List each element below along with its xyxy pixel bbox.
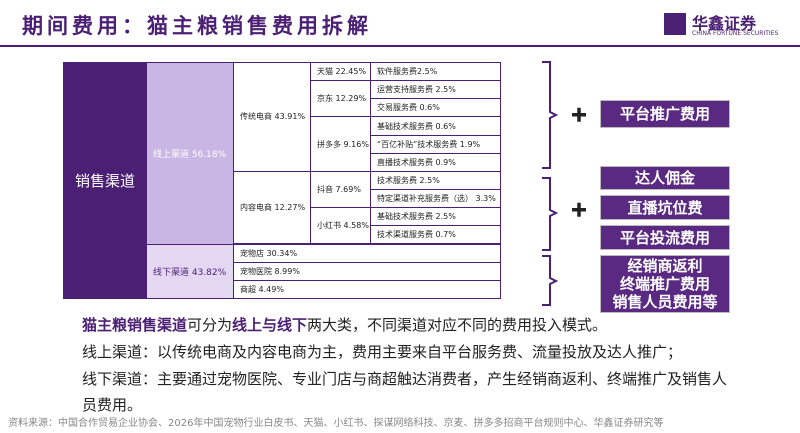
logo-name: 华鑫证券 bbox=[692, 14, 757, 33]
paragraph: 猫主粮销售渠道可分为线上与线下两大类，不同渠道对应不同的费用投入模式。 bbox=[82, 312, 732, 338]
logo-icon bbox=[664, 13, 686, 35]
text: 两大类，不同渠道对应不同的费用投入模式。 bbox=[307, 316, 608, 334]
platform-cell: 小红书 4.58% bbox=[310, 207, 371, 245]
cost-box: 经销商返利 终端推广费用 销售人员费用等 bbox=[600, 255, 730, 313]
cost-item: 终端推广费用 bbox=[619, 275, 710, 293]
offline-cell: 线下渠道 43.82% bbox=[146, 243, 234, 299]
header-rule bbox=[0, 45, 800, 47]
root-cell: 销售渠道 bbox=[63, 62, 147, 299]
source: 资料来源：中国合作贸易企业协会、2026年中国宠物行业白皮书、天猫、小红书、探谋… bbox=[8, 418, 664, 429]
brace bbox=[542, 61, 559, 169]
online-cell: 线上渠道 56.18% bbox=[146, 62, 234, 245]
platform-cell: 抖音 7.69% bbox=[310, 170, 371, 209]
paragraph: 线上渠道：以传统电商及内容电商为主，费用主要来自平台服务费、流量投放及达人推广； bbox=[82, 343, 683, 361]
cost-item: 销售人员费用等 bbox=[612, 293, 718, 311]
cost-box: 平台投流费用 bbox=[600, 225, 730, 250]
cost-box: 平台推广费用 bbox=[600, 100, 730, 128]
cost-item: 经销商返利 bbox=[627, 257, 703, 275]
plus bbox=[577, 202, 581, 217]
title: 期间费用：猫主粮销售费用拆解 bbox=[22, 14, 372, 38]
brace-lines bbox=[542, 61, 559, 306]
cost-box: 达人佣金 bbox=[600, 166, 730, 190]
emphasis: 线上与线下 bbox=[232, 316, 308, 334]
brace bbox=[542, 177, 559, 251]
text: 可分为 bbox=[187, 316, 233, 334]
group-cell: 传统电商 43.91% bbox=[233, 62, 311, 172]
emphasis: 猫主粮销售渠道 bbox=[82, 316, 188, 334]
plus bbox=[577, 107, 581, 122]
cost-box: 直播坑位费 bbox=[600, 195, 730, 220]
plus-signs bbox=[572, 107, 586, 217]
logo-subtitle: CHINA FORTUNE SECURITIES bbox=[692, 30, 779, 37]
paragraph: 线下渠道：主要通过宠物医院、专业门店与商超触达消费者，产生经销商返利、终端推广及… bbox=[82, 370, 728, 414]
cost-item: 平台推广费用 bbox=[619, 105, 710, 123]
brace bbox=[542, 255, 559, 306]
